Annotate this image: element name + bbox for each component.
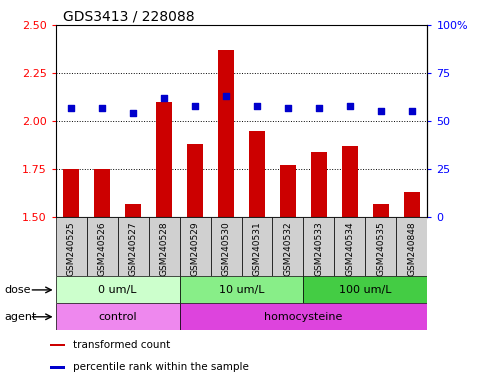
- Point: [222, 93, 230, 99]
- Bar: [180, 303, 427, 330]
- Bar: [280, 165, 296, 217]
- Bar: [63, 169, 79, 217]
- Bar: [50, 344, 65, 346]
- Bar: [249, 131, 265, 217]
- Text: control: control: [98, 312, 137, 322]
- Point: [253, 103, 261, 109]
- Bar: [156, 102, 172, 217]
- Bar: [334, 217, 366, 276]
- Point: [284, 104, 292, 111]
- Text: GSM240531: GSM240531: [253, 222, 261, 276]
- Bar: [56, 276, 180, 303]
- Bar: [272, 217, 303, 276]
- Point: [408, 108, 416, 114]
- Text: agent: agent: [5, 312, 37, 322]
- Bar: [404, 192, 420, 217]
- Bar: [180, 217, 211, 276]
- Text: GSM240534: GSM240534: [345, 222, 355, 276]
- Bar: [373, 204, 389, 217]
- Point: [129, 110, 137, 116]
- Text: homocysteine: homocysteine: [264, 312, 342, 322]
- Bar: [242, 217, 272, 276]
- Text: GSM240525: GSM240525: [67, 222, 75, 276]
- Point: [377, 108, 385, 114]
- Bar: [56, 303, 180, 330]
- Bar: [117, 217, 149, 276]
- Text: GSM240535: GSM240535: [376, 222, 385, 276]
- Bar: [187, 144, 203, 217]
- Bar: [86, 217, 117, 276]
- Text: GSM240529: GSM240529: [190, 222, 199, 276]
- Text: GSM240533: GSM240533: [314, 222, 324, 276]
- Bar: [211, 217, 242, 276]
- Bar: [366, 217, 397, 276]
- Bar: [218, 50, 234, 217]
- Point: [67, 104, 75, 111]
- Text: GSM240527: GSM240527: [128, 222, 138, 276]
- Text: GSM240526: GSM240526: [98, 222, 107, 276]
- Text: GSM240530: GSM240530: [222, 222, 230, 276]
- Bar: [397, 217, 427, 276]
- Bar: [56, 217, 86, 276]
- Text: percentile rank within the sample: percentile rank within the sample: [72, 362, 248, 372]
- Bar: [303, 217, 334, 276]
- Bar: [149, 217, 180, 276]
- Bar: [311, 152, 327, 217]
- Bar: [303, 276, 427, 303]
- Text: GSM240532: GSM240532: [284, 222, 293, 276]
- Point: [346, 103, 354, 109]
- Point: [98, 104, 106, 111]
- Bar: [94, 169, 110, 217]
- Text: GSM240848: GSM240848: [408, 222, 416, 276]
- Text: 0 um/L: 0 um/L: [98, 285, 137, 295]
- Point: [191, 103, 199, 109]
- Bar: [342, 146, 358, 217]
- Text: 100 um/L: 100 um/L: [339, 285, 392, 295]
- Text: 10 um/L: 10 um/L: [219, 285, 264, 295]
- Bar: [125, 204, 141, 217]
- Text: GDS3413 / 228088: GDS3413 / 228088: [63, 10, 195, 24]
- Text: dose: dose: [5, 285, 31, 295]
- Text: GSM240528: GSM240528: [159, 222, 169, 276]
- Point: [315, 104, 323, 111]
- Text: transformed count: transformed count: [72, 340, 170, 350]
- Bar: [180, 276, 303, 303]
- Point: [160, 95, 168, 101]
- Bar: [50, 366, 65, 369]
